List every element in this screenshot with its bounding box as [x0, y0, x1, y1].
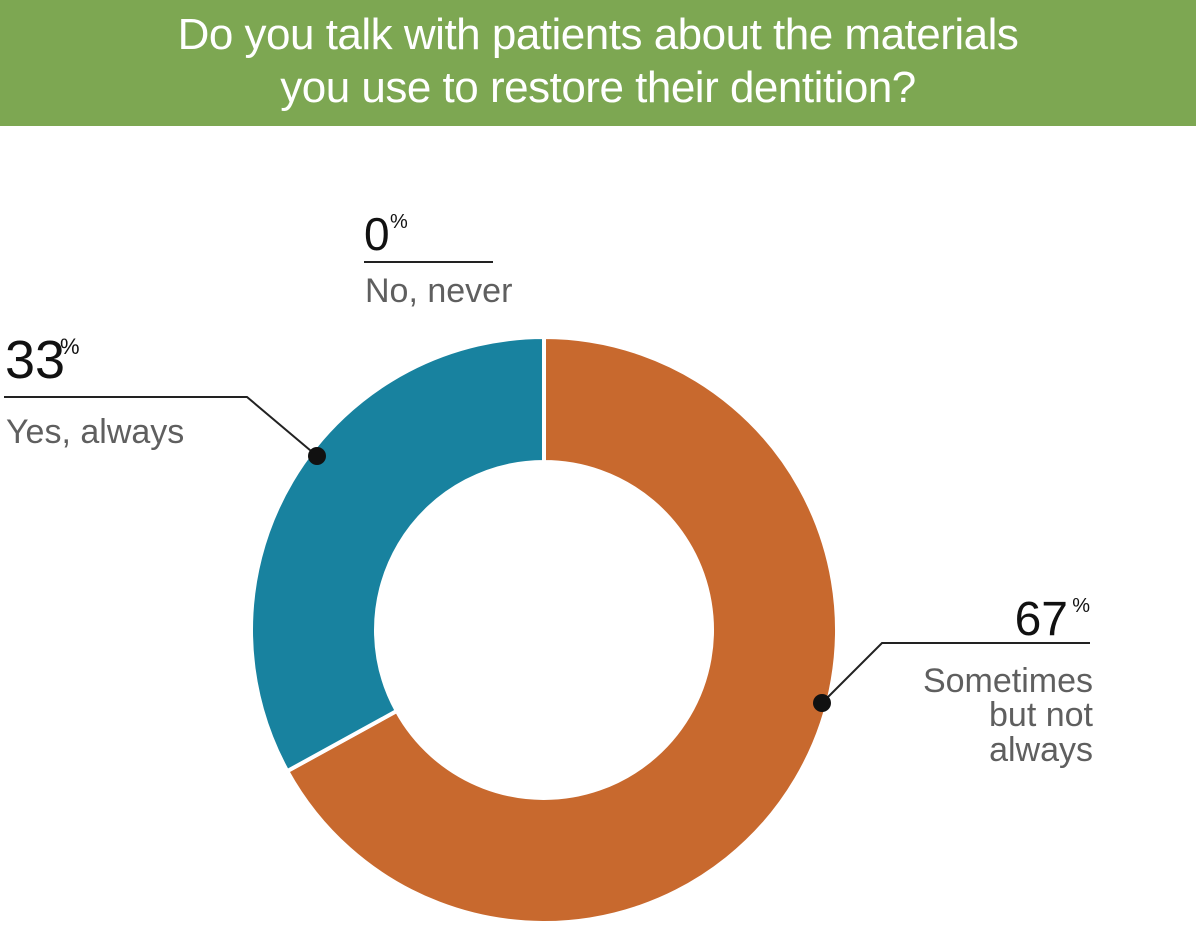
slice-sometimes: [284, 334, 839, 925]
category-label-never: No, never: [365, 272, 512, 310]
percent-sign-never: %: [390, 211, 408, 233]
percent-sign-always: %: [60, 334, 80, 359]
category-label-always: Yes, always: [6, 413, 184, 451]
category-label-sometimes-line-1: Sometimes: [923, 662, 1093, 700]
callout-sometimes: 67 % Sometimes but not always: [813, 593, 1094, 769]
callout-always: 33 % Yes, always: [4, 330, 326, 465]
title-banner: [0, 0, 1196, 126]
chart-title-line-2: you use to restore their dentition?: [280, 63, 916, 112]
leader-dot-always: [308, 447, 326, 465]
leader-line-sometimes: [821, 642, 1090, 704]
donut-slices: [249, 334, 839, 925]
value-label-never: 0: [364, 208, 390, 260]
chart-title: Do you talk with patients about the mate…: [0, 8, 1196, 114]
percent-sign-sometimes: %: [1072, 595, 1090, 617]
category-label-sometimes-line-2: but not: [989, 696, 1094, 734]
slice-always: [249, 334, 546, 774]
value-label-sometimes: 67: [1015, 593, 1068, 646]
leader-line-always: [4, 396, 318, 457]
category-label-sometimes-line-3: always: [989, 731, 1093, 769]
value-label-always: 33: [5, 330, 65, 390]
leader-dot-sometimes: [813, 694, 831, 712]
callout-never: 0 % No, never: [364, 208, 512, 310]
chart-title-line-1: Do you talk with patients about the mate…: [177, 10, 1019, 59]
